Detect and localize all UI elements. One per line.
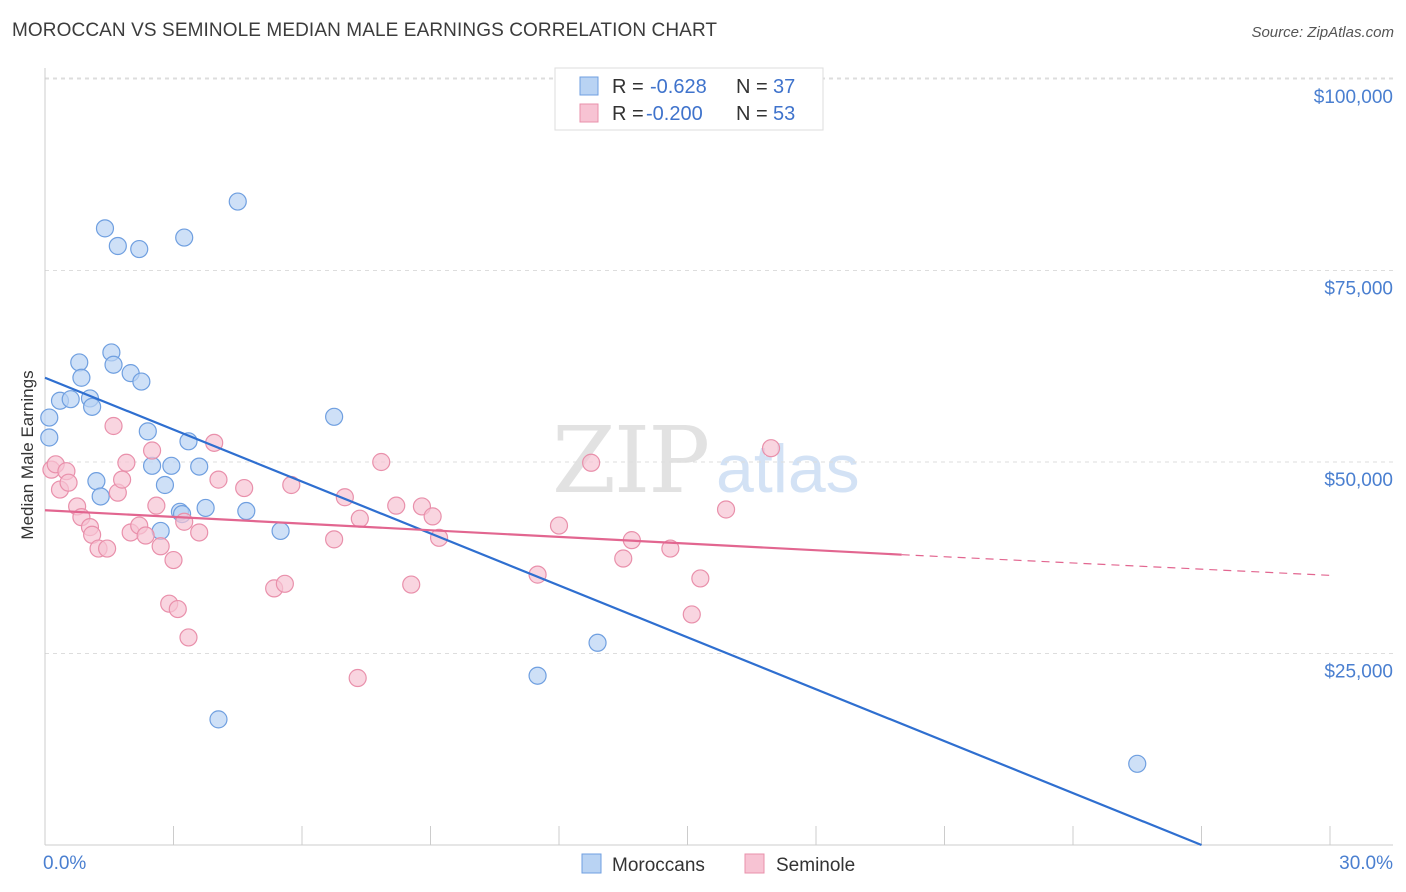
point-seminole-18: [142, 441, 162, 460]
point-seminole-28: [209, 470, 228, 489]
legend-r-value-1: -0.628: [650, 76, 707, 98]
point-seminole-38: [387, 496, 406, 515]
stats-legend: R = -0.628 N = 37 R = -0.200 N = 53: [554, 67, 824, 131]
point-moroccans-19: [151, 521, 170, 541]
point-moroccans-8: [87, 472, 106, 491]
legend-n-value-2: 53: [773, 103, 795, 125]
legend-r-label-1: R =: [612, 76, 644, 98]
y-tick-label-25000: $25,000: [1324, 662, 1393, 683]
y-tick-label-75000: $75,000: [1324, 279, 1393, 300]
point-moroccans-28: [209, 710, 228, 729]
legend-n-value-1: 37: [773, 76, 795, 98]
point-seminole-4: [59, 473, 78, 492]
point-seminole-50: [691, 569, 710, 588]
point-moroccans-7: [83, 397, 102, 416]
legend-swatch-seminole: [579, 103, 599, 123]
point-moroccans-16: [132, 372, 151, 391]
stats-legend-box: [554, 67, 824, 131]
series-legend-label-seminole: Seminole: [776, 855, 855, 876]
y-axis-tick-labels: $25,000 $50,000 $75,000 $100,000: [1314, 87, 1393, 683]
point-seminole-23: [168, 599, 187, 619]
point-moroccans-30: [237, 501, 256, 521]
gridlines: [45, 77, 1393, 654]
point-seminole-29: [235, 478, 254, 498]
point-moroccans-31: [271, 521, 290, 541]
point-seminole-10: [98, 539, 117, 558]
point-moroccans-34: [588, 633, 607, 652]
point-moroccans-5: [72, 368, 91, 387]
point-moroccans-20: [155, 475, 175, 495]
legend-n-label-2: N =: [736, 103, 768, 125]
y-axis-label: Median Male Earnings: [18, 370, 37, 539]
point-moroccans-12: [104, 355, 123, 374]
series-legend-label-moroccans: Moroccans: [612, 855, 705, 876]
point-moroccans-10: [95, 219, 115, 238]
point-seminole-33: [325, 530, 344, 549]
watermark-zip: ZIP: [552, 407, 708, 514]
point-moroccans-26: [190, 457, 209, 476]
point-moroccans-32: [325, 407, 344, 426]
point-moroccans-29: [228, 192, 247, 211]
point-seminole-35: [348, 668, 367, 688]
point-seminole-41: [423, 507, 442, 526]
trendlines: [44, 376, 1331, 847]
point-moroccans-18: [142, 456, 162, 475]
point-seminole-22: [164, 550, 183, 570]
point-moroccans-17: [138, 422, 157, 441]
point-moroccans-9: [91, 487, 110, 506]
x-axis-ticks: [44, 826, 1331, 845]
point-moroccans-0: [40, 408, 59, 427]
trendline-seminole-extension: [901, 554, 1331, 576]
point-moroccans-24: [175, 228, 194, 247]
point-seminole-13: [112, 470, 132, 489]
point-moroccans-27: [196, 498, 215, 518]
point-seminole-46: [614, 549, 633, 568]
point-seminole-49: [682, 605, 701, 624]
chart-title: MOROCCAN VS SEMINOLE MEDIAN MALE EARNING…: [12, 20, 718, 41]
point-seminole-20: [151, 537, 170, 556]
legend-r-label-2: R =: [612, 103, 644, 125]
x-tick-label-max: 30.0%: [1339, 853, 1393, 874]
point-seminole-52: [761, 439, 781, 458]
point-seminole-37: [372, 452, 391, 472]
point-seminole-17: [136, 526, 155, 545]
point-seminole-45: [582, 453, 601, 472]
legend-swatch-moroccans: [579, 76, 599, 96]
point-seminole-25: [179, 628, 198, 647]
legend-r-value-2: -0.200: [646, 103, 703, 125]
point-moroccans-1: [40, 428, 59, 447]
series-legend-swatch-moroccans: [581, 853, 602, 874]
point-seminole-51: [716, 500, 736, 519]
legend-n-label-1: N =: [736, 76, 768, 98]
point-seminole-31: [275, 574, 294, 593]
watermark-atlas: atlas: [716, 431, 860, 507]
point-seminole-26: [190, 523, 209, 542]
point-seminole-24: [175, 512, 194, 531]
point-moroccans-35: [1128, 754, 1147, 773]
point-moroccans-33: [528, 666, 547, 685]
point-seminole-39: [402, 575, 421, 594]
point-moroccans-21: [162, 456, 181, 475]
y-tick-label-50000: $50,000: [1324, 470, 1393, 491]
watermark: ZIP atlas: [552, 407, 860, 514]
y-tick-label-100000: $100,000: [1314, 87, 1393, 108]
trendline-moroccans: [44, 376, 1202, 847]
point-seminole-14: [117, 453, 136, 472]
source-note: Source: ZipAtlas.com: [1251, 24, 1394, 41]
series-legend-swatch-seminole: [744, 853, 765, 874]
point-seminole-19: [147, 496, 166, 515]
point-seminole-44: [549, 516, 569, 535]
point-moroccans-3: [61, 390, 80, 409]
point-seminole-36: [350, 509, 369, 528]
x-tick-label-min: 0.0%: [43, 853, 86, 874]
trendline-seminole: [44, 509, 902, 556]
point-moroccans-13: [108, 236, 127, 256]
point-seminole-11: [104, 416, 123, 436]
point-seminole-48: [661, 539, 680, 558]
series-legend: Moroccans Seminole: [581, 853, 855, 876]
point-moroccans-15: [130, 239, 149, 259]
point-moroccans-4: [70, 353, 89, 372]
